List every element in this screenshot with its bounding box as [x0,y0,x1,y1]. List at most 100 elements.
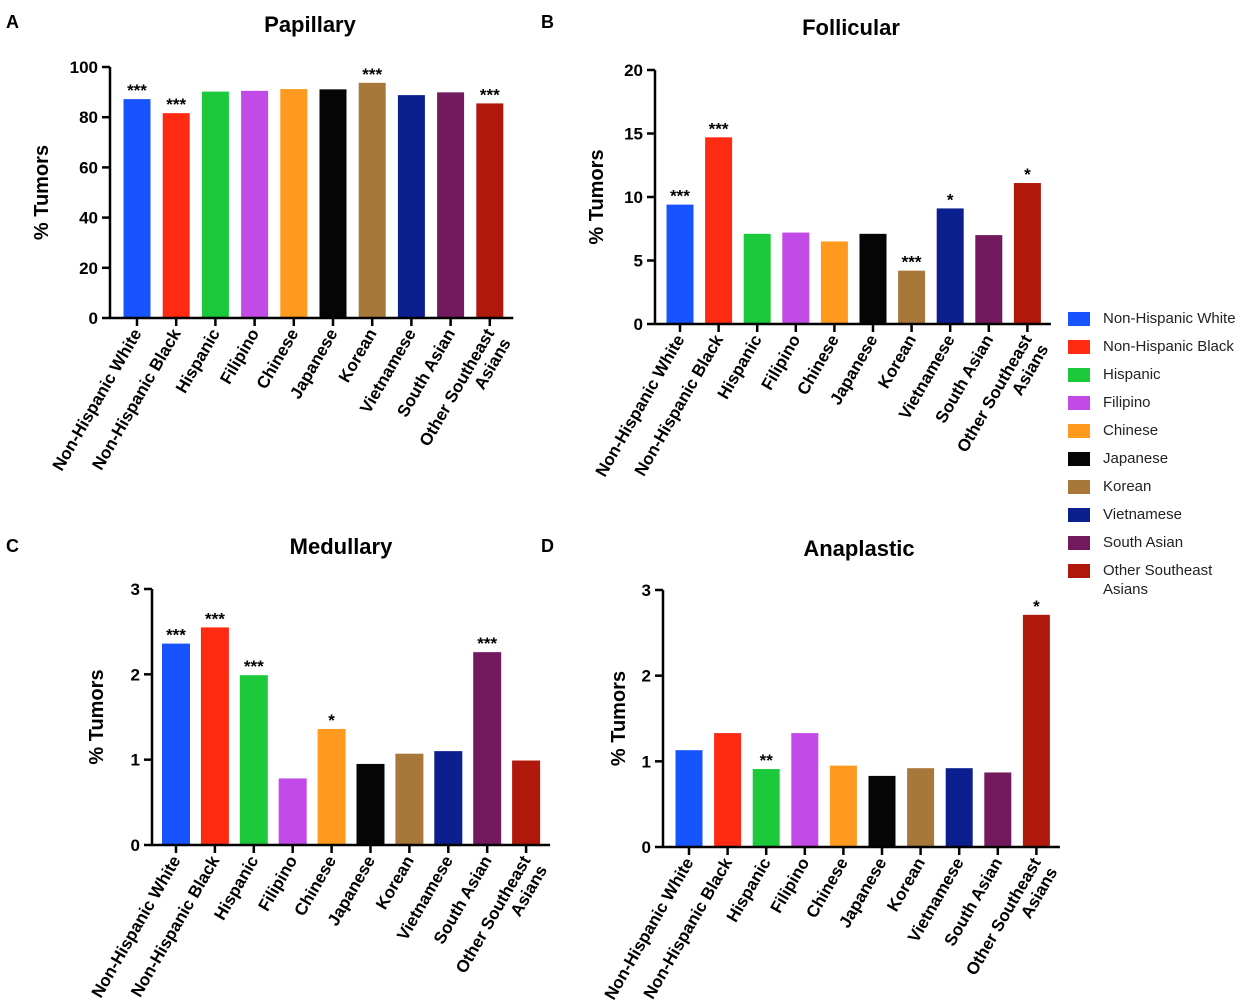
bar-hispanic [201,91,229,319]
legend-swatch [1068,452,1090,466]
bar-hispanic [752,769,780,847]
y-tick-label: 5 [634,252,643,271]
y-tick-label: 2 [642,667,651,686]
bar-korean [358,82,386,318]
significance-label: *** [477,634,497,653]
y-tick-label: 0 [89,309,98,328]
y-tick-label: 20 [624,61,643,80]
bar-chinese [317,728,346,845]
legend-item-other-southeast-asians: Other Southeast Asians [1068,561,1248,605]
legend-item-non-hispanic-white: Non-Hispanic White [1068,309,1248,337]
significance-label: ** [760,751,774,770]
bar-japanese [356,763,385,845]
y-tick-label: 40 [79,209,98,228]
bar-filipino [782,232,810,324]
y-tick-label: 2 [131,665,140,684]
legend-label: Non-Hispanic White [1103,310,1236,327]
chart-title: Papillary [264,12,356,37]
bar-south-asian [975,235,1003,324]
bar-non-hispanic-black [200,627,229,845]
bar-japanese [859,233,887,324]
legend-item-chinese: Chinese [1068,421,1248,449]
y-tick-label: 1 [642,752,651,771]
legend-swatch [1068,508,1090,522]
y-tick-label: 0 [131,836,140,855]
significance-label: *** [362,65,382,84]
legend-label: Japanese [1103,450,1169,467]
bar-vietnamese [397,95,425,318]
bar-japanese [868,775,896,847]
y-tick-label: 15 [624,125,643,144]
legend-swatch [1068,368,1090,382]
panel-follicular: B Follicular% Tumors ***********05101520No… [541,12,1052,480]
significance-label: *** [127,81,147,100]
significance-label: *** [480,85,500,104]
y-axis-label: % Tumors [86,669,108,764]
bar-filipino [791,733,819,847]
bar-korean [898,270,926,324]
bar-other-southeast-asians [476,103,504,319]
panel-papillary: A Papillary % Tumors *** *** *** *** 0 20 40 60 80 1… [6,12,515,474]
y-tick-label: 1 [131,751,140,770]
y-tick-label: 60 [79,158,98,177]
y-tick-label: 80 [79,108,98,127]
legend-label: Chinese [1103,422,1159,439]
significance-label: *** [166,626,186,645]
bar-chinese [820,241,848,324]
bar-chinese [280,89,308,318]
legend-label: Vietnamese [1103,506,1182,523]
significance-label: *** [166,95,186,114]
bar-non-hispanic-white [162,643,190,845]
legend-item-filipino: Filipino [1068,393,1248,421]
y-axis-label: % Tumors [586,149,608,244]
bar-non-hispanic-black [714,733,742,847]
significance-label: *** [902,253,922,272]
bar-hispanic [743,233,771,324]
legend-swatch [1068,424,1090,438]
legend-swatch [1068,396,1090,410]
legend-item-korean: Korean [1068,477,1248,505]
significance-label: *** [670,187,690,206]
bar-other-southeast-asians [1022,614,1050,847]
y-tick-label: 3 [131,580,140,599]
legend: Non-Hispanic White Non-Hispanic Black Hi… [1068,309,1248,605]
y-axis-label: % Tumors [608,671,630,766]
bar-other-southeast-asians [1013,183,1041,324]
bar-non-hispanic-white [666,204,694,324]
chart-title: Medullary [290,534,393,559]
legend-swatch [1068,340,1090,354]
legend-label: Korean [1103,478,1152,495]
significance-label: * [328,711,335,730]
bar-korean [907,768,935,847]
bar-south-asian [984,772,1012,847]
bar-hispanic [239,675,268,845]
panel-letter: D [541,536,554,556]
y-tick-label: 10 [624,188,643,207]
y-axis-label: % Tumors [31,145,53,240]
bar-korean [395,753,424,845]
bar-vietnamese [434,751,463,845]
significance-label: *** [205,609,225,628]
significance-label: * [1024,165,1031,184]
legend-item-vietnamese: Vietnamese [1068,505,1248,533]
bar-filipino [278,778,307,845]
x-tick-label-other-southeast-asians: Other SoutheastAsians [953,331,1052,465]
bar-south-asian [437,92,465,318]
significance-label: *** [244,657,264,676]
y-tick-label: 20 [79,259,98,278]
bar-non-hispanic-white [675,750,703,847]
y-tick-label: 3 [642,581,651,600]
legend-label: Hispanic [1103,366,1161,383]
legend-label: South Asian [1103,534,1184,551]
panel-letter: B [541,12,554,32]
bar-vietnamese [936,208,964,324]
bar-japanese [319,89,347,319]
significance-label: *** [709,119,729,138]
bar-non-hispanic-black [705,137,733,324]
chart-title: Follicular [802,15,900,40]
panel-medullary: C Medullary% Tumors*************0123Non-H… [6,534,551,1001]
legend-swatch [1068,536,1090,550]
y-tick-label: 0 [642,838,651,857]
